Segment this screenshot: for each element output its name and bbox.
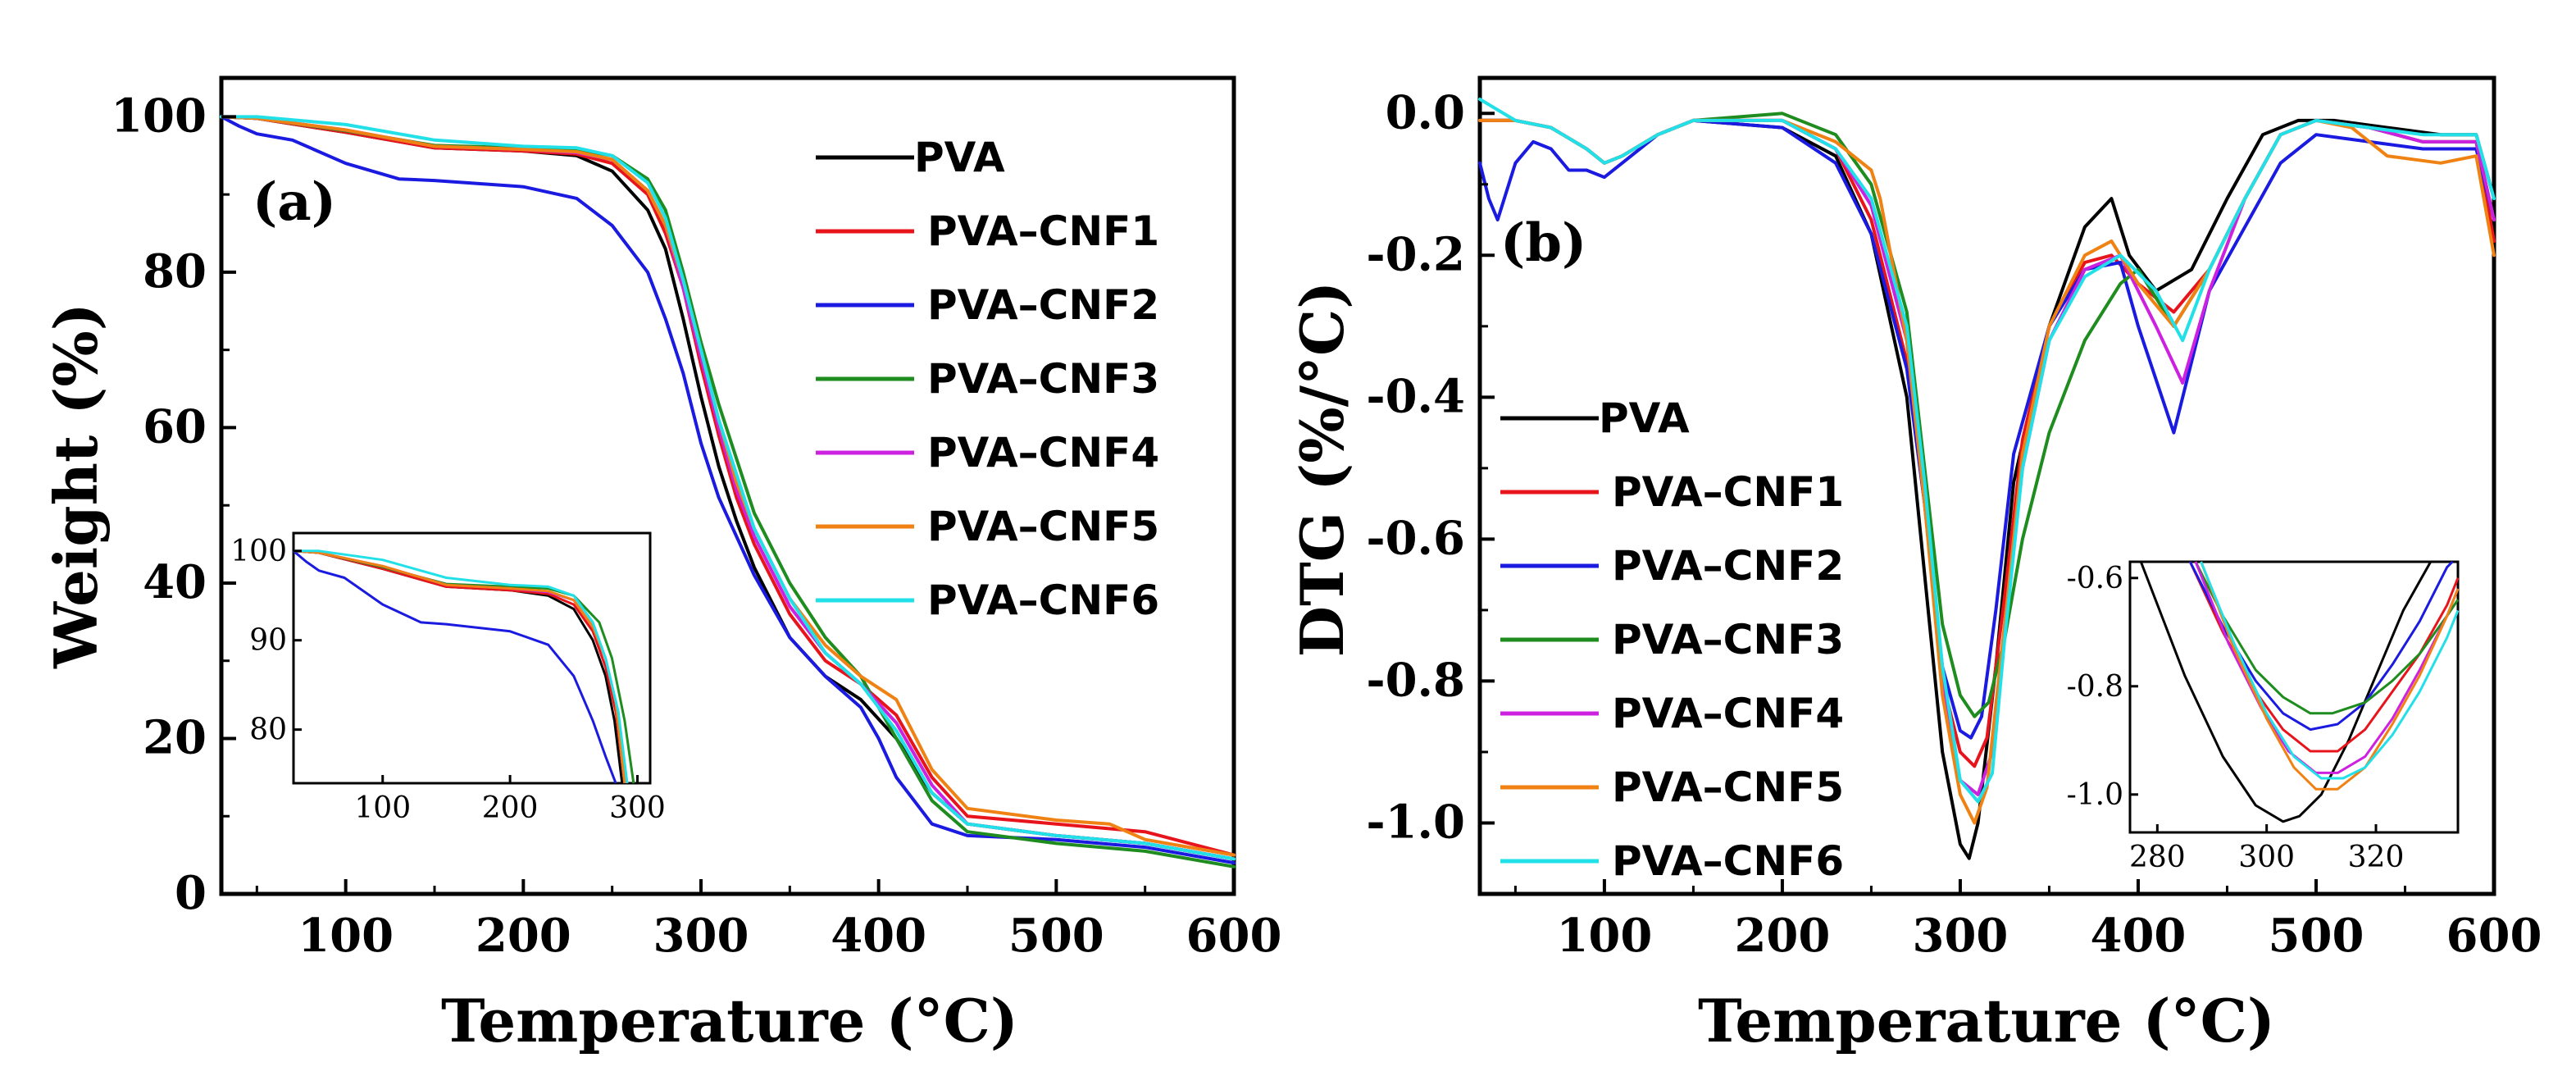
panel-a-x-tick-label-0: 100 (298, 909, 394, 963)
panel-b-legend-label-1: PVA–CNF1 (1612, 468, 1844, 516)
panel-b-x-tick-label-1: 200 (1734, 909, 1830, 963)
panel-a-y-tick-label-1: 20 (143, 710, 207, 764)
panel-a-y-tick-label-5: 100 (111, 89, 207, 143)
panel-a-tga-chart: 100 200 300 400 500 600 0 20 40 60 80 100 (a) Temp… (41, 75, 1282, 1055)
panel-a-legend-label-5: PVA–CNF5 (927, 503, 1159, 550)
panel-b-y-tick-label-0: 0.0 (1386, 85, 1465, 139)
panel-b-x-tick-label-4: 500 (2269, 909, 2364, 963)
panel-b-x-tick-label-0: 100 (1556, 909, 1652, 963)
panel-b-inset-ticks: 280 300 320 -0.6 -0.8 -1.0 (2067, 562, 2405, 874)
panel-a-y-tick-label-2: 40 (143, 555, 207, 609)
panel-b-inset-frame (2128, 560, 2460, 834)
panel-a-y-axis-title: Weight (%) (41, 303, 111, 669)
panel-b-plot-frame (1477, 75, 2496, 896)
panel-b-inset-x-tick-label-2: 320 (2348, 841, 2405, 874)
panel-b-inset-series-line-5 (2200, 561, 2460, 791)
panel-b-legend-label-6: PVA–CNF6 (1612, 837, 1844, 885)
panel-a-series-group (220, 115, 1236, 868)
panel-b-inset-x-tick-label-1: 300 (2238, 841, 2295, 874)
panel-b-x-ticks: 100 200 300 400 500 600 (1513, 879, 2542, 963)
panel-b-x-tick-label-3: 400 (2091, 909, 2187, 963)
panel-a-legend-label-0: PVA (914, 134, 1005, 181)
panel-b-label: (b) (1500, 212, 1586, 274)
panel-a-x-tick-label-4: 500 (1008, 909, 1104, 963)
panel-a-inset-series-line-2 (293, 549, 617, 784)
panel-b-y-tick-label-4: -0.8 (1366, 653, 1465, 707)
panel-b-y-tick-label-5: -1.0 (1366, 795, 1465, 849)
panel-b-y-tick-label-1: -0.2 (1366, 227, 1465, 281)
panel-b-y-axis-title: DTG (%/°C) (1287, 281, 1357, 658)
panel-a-legend-label-6: PVA–CNF6 (927, 577, 1159, 624)
panel-a-inset-series-line-6 (294, 549, 629, 784)
panel-a-inset-frame (292, 531, 652, 785)
panel-a-x-tick-label-3: 400 (831, 909, 926, 963)
panel-b-x-tick-label-2: 300 (1912, 909, 2008, 963)
panel-a-inset-ticks: 100 200 300 80 90 100 (230, 535, 666, 825)
panel-b-legend-label-3: PVA–CNF3 (1612, 616, 1844, 663)
panel-a-x-axis-title: Temperature (°C) (441, 986, 1018, 1055)
panel-a-y-tick-label-3: 60 (143, 399, 207, 454)
panel-b-y-tick-label-2: -0.4 (1366, 369, 1465, 423)
panel-b-inset-y-tick-label-2: -1.0 (2067, 778, 2123, 812)
panel-a-inset-y-tick-label-0: 80 (249, 713, 287, 747)
panel-a-y-tick-label-4: 80 (143, 244, 207, 299)
panel-a-inset-x-tick-label-2: 300 (609, 791, 666, 825)
panel-a-plot-frame (219, 75, 1236, 896)
panel-a-inset-background (294, 533, 650, 783)
panel-a-x-tick-label-2: 300 (653, 909, 749, 963)
panel-b-x-axis-title: Temperature (°C) (1698, 986, 2275, 1055)
panel-a-series-line-2 (220, 115, 1236, 865)
panel-a-y-tick-label-0: 0 (175, 866, 207, 920)
panel-a-inset-y-tick-label-1: 90 (249, 624, 287, 658)
panel-b-inset-x-tick-label-0: 280 (2129, 841, 2186, 874)
panel-a-x-tick-label-1: 200 (476, 909, 571, 963)
panel-b-x-tick-label-5: 600 (2446, 909, 2542, 963)
panel-a-legend-label-1: PVA–CNF1 (927, 207, 1159, 255)
panel-b-inset-series-group (2139, 560, 2460, 823)
panel-a-x-tick-label-5: 600 (1186, 909, 1282, 963)
panel-b-legend: PVA PVA–CNF1 PVA–CNF2 PVA–CNF3 PVA–CNF4 PVA–C… (1500, 394, 1844, 885)
panel-a-label: (a) (253, 171, 336, 233)
panel-a-legend-label-4: PVA–CNF4 (927, 429, 1159, 476)
panel-a-x-ticks: 100 200 300 400 500 600 (255, 879, 1282, 963)
panel-b-inset-series-line-0 (2139, 561, 2433, 823)
panel-b-legend-label-5: PVA–CNF5 (1612, 764, 1844, 811)
panel-a-inset-y-tick-label-2: 100 (230, 535, 287, 568)
panel-b-series-line-2 (1478, 118, 2496, 740)
panel-b-legend-label-0: PVA (1599, 394, 1690, 442)
panel-b-legend-label-2: PVA–CNF2 (1612, 542, 1844, 590)
panel-b-inset-series-line-6 (2200, 561, 2460, 780)
panel-a-inset: 100 200 300 80 90 100 (230, 531, 666, 825)
panel-b-y-ticks: 0.0 -0.2 -0.4 -0.6 -0.8 -1.0 (1366, 85, 1495, 849)
panel-a-inset-x-tick-label-1: 200 (482, 791, 539, 825)
panel-a-legend-label-2: PVA–CNF2 (927, 281, 1159, 329)
panel-b-legend-label-4: PVA–CNF4 (1612, 690, 1844, 737)
panel-b-series-group (1478, 98, 2496, 860)
panel-b-y-tick-label-3: -0.6 (1366, 511, 1465, 565)
panel-a-y-ticks: 0 20 40 60 80 100 (111, 89, 236, 920)
panel-a-inset-x-tick-label-0: 100 (354, 791, 411, 825)
panel-b-inset-series-line-3 (2194, 561, 2460, 715)
panel-a-inset-series-group (293, 549, 635, 784)
panel-b-inset-y-tick-label-1: -0.8 (2067, 670, 2123, 704)
panel-a-series-line-6 (220, 115, 1236, 861)
panel-b-series-line-6 (1478, 98, 2496, 804)
panel-b-inset-y-tick-label-0: -0.6 (2067, 562, 2123, 595)
panel-b-dtg-chart: 100 200 300 400 500 600 0.0 -0.2 -0.4 -0.6 -0.8 -1… (1287, 75, 2542, 1055)
panel-a-legend: PVA PVA–CNF1 PVA–CNF2 PVA–CNF3 PVA–CNF4 PVA–C… (816, 134, 1159, 624)
panel-b-inset: 280 300 320 -0.6 -0.8 -1.0 (2067, 560, 2460, 874)
panel-a-legend-label-3: PVA–CNF3 (927, 355, 1159, 403)
panel-b-inset-series-line-2 (2188, 560, 2454, 732)
